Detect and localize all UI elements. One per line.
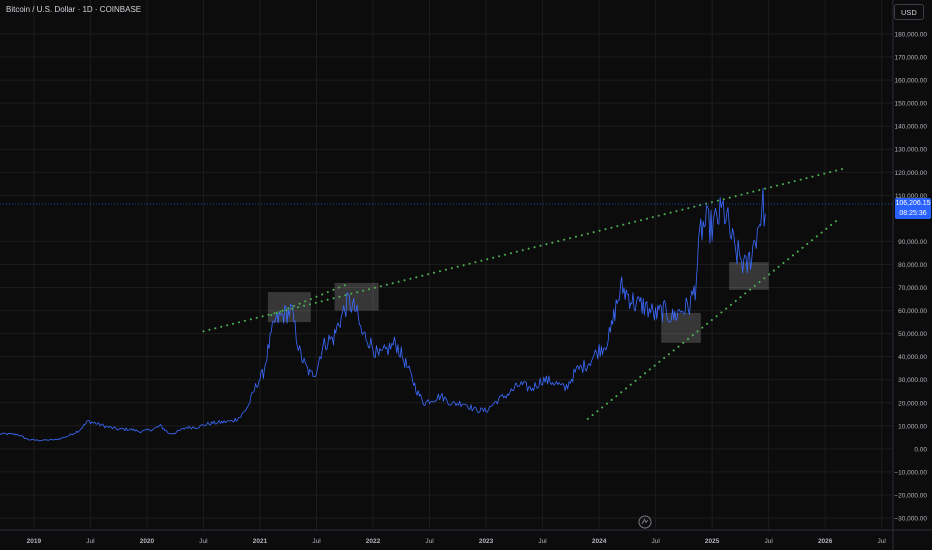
symbol-title: Bitcoin / U.S. Dollar · 1D · COINBASE — [6, 5, 142, 14]
x-tick-label: Jul — [538, 538, 547, 545]
price-series — [0, 187, 766, 442]
grid-lines — [0, 0, 893, 530]
highlight-zone — [729, 262, 769, 290]
x-tick-label: Jul — [86, 538, 95, 545]
y-tick-label: 110,000.00 — [895, 193, 927, 200]
y-tick-label: 180,000.00 — [894, 32, 927, 39]
y-tick-label: 30,000.00 — [898, 377, 927, 384]
highlight-zone — [267, 292, 311, 323]
currency-button[interactable]: USD — [894, 4, 924, 20]
y-tick-label: −10,000.00 — [894, 469, 927, 476]
x-tick-label: Jul — [765, 538, 774, 545]
trendline[interactable] — [586, 219, 838, 420]
trendline[interactable] — [202, 166, 849, 333]
y-tick-label: 90,000.00 — [898, 239, 927, 246]
x-tick-label: Jul — [651, 538, 660, 545]
y-tick-label: 150,000.00 — [894, 101, 927, 108]
highlight-zone — [334, 282, 379, 311]
price-axis[interactable]: 180,000.00 170,000.00 160,000.00 150,000.00… — [892, 0, 927, 550]
trendlines — [202, 166, 849, 420]
y-tick-label: 0.00 — [914, 446, 927, 453]
y-tick-label: −20,000.00 — [894, 492, 927, 499]
bar-countdown: 08:25:36 — [899, 210, 927, 217]
price-line — [0, 187, 766, 442]
y-tick-label: 60,000.00 — [898, 308, 927, 315]
y-tick-label: −30,000.00 — [894, 516, 927, 523]
x-tick-label: Jul — [199, 538, 208, 545]
time-axis[interactable]: 2019 Jul 2020 Jul 2021 Jul 2022 Jul 2023 Jul 2024 J… — [0, 529, 932, 545]
tradingview-logo-icon[interactable] — [638, 515, 652, 529]
last-price-value: 106,206.15 — [895, 200, 931, 207]
y-tick-label: 20,000.00 — [898, 400, 927, 407]
y-tick-label: 170,000.00 — [894, 55, 927, 62]
y-tick-label: 140,000.00 — [894, 124, 927, 131]
x-tick-label: 2024 — [592, 538, 607, 545]
y-tick-label: 40,000.00 — [898, 354, 927, 361]
y-tick-label: 120,000.00 — [894, 170, 927, 177]
x-tick-label: 2020 — [140, 538, 155, 545]
y-tick-label: 80,000.00 — [898, 262, 927, 269]
y-tick-label: 130,000.00 — [894, 147, 927, 154]
x-tick-label: 2025 — [705, 538, 720, 545]
x-tick-label: 2021 — [253, 538, 268, 545]
x-tick-label: 2023 — [479, 538, 494, 545]
highlight-zones — [267, 262, 769, 343]
x-tick-label: Jul — [312, 538, 321, 545]
x-tick-label: 2022 — [366, 538, 381, 545]
y-tick-label: 10,000.00 — [898, 423, 927, 430]
highlight-zone — [661, 312, 701, 343]
x-tick-label: Jul — [425, 538, 434, 545]
trendline[interactable] — [270, 284, 346, 317]
y-tick-label: 70,000.00 — [898, 285, 927, 292]
last-price-tag: 106,206.15 08:25:36 — [895, 198, 931, 219]
y-tick-label: 160,000.00 — [894, 78, 927, 85]
x-tick-label: 2019 — [27, 538, 42, 545]
y-tick-label: 50,000.00 — [898, 331, 927, 338]
x-tick-label: Jul — [878, 538, 887, 545]
x-tick-label: 2026 — [818, 538, 833, 545]
